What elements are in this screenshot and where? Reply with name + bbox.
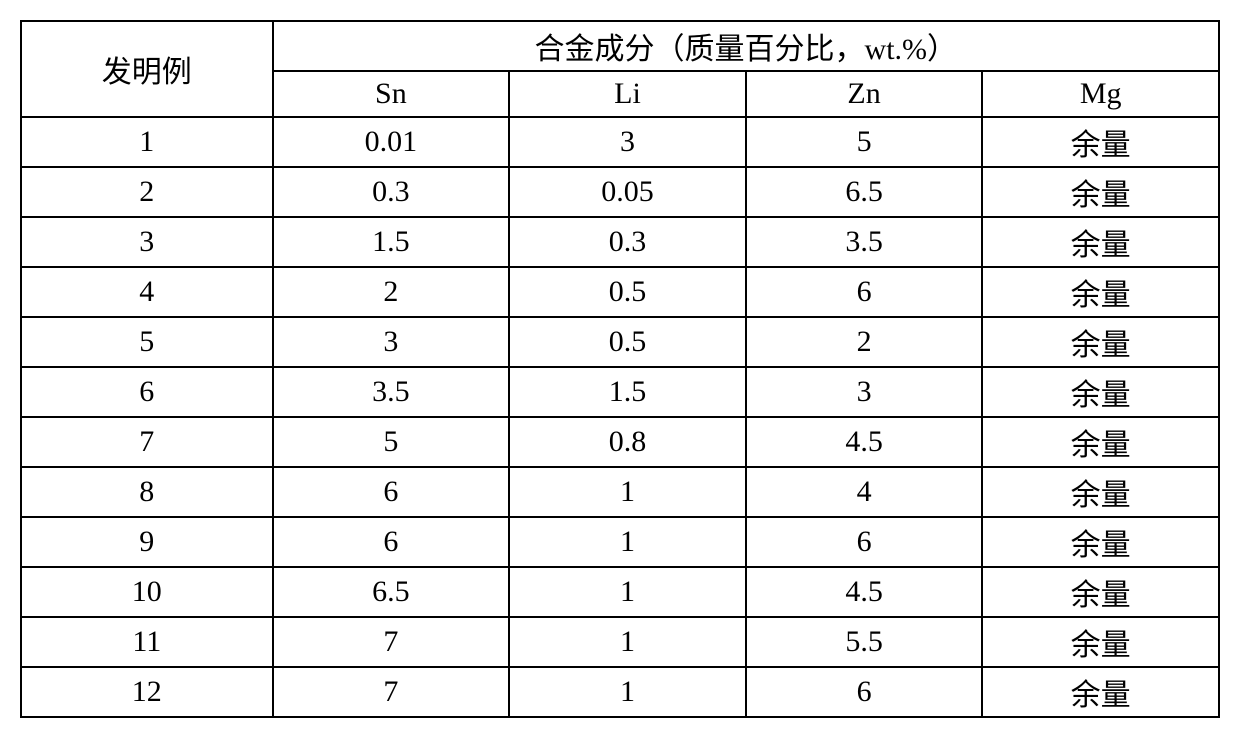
cell-li: 0.5 [509,317,746,367]
cell-sn: 6.5 [273,567,510,617]
cell-mg: 余量 [982,317,1219,367]
cell-zn: 6.5 [746,167,983,217]
cell-id: 8 [21,467,273,517]
table-row: 5 3 0.5 2 余量 [21,317,1219,367]
cell-id: 5 [21,317,273,367]
cell-sn: 0.3 [273,167,510,217]
cell-sn: 3 [273,317,510,367]
cell-id: 6 [21,367,273,417]
table-row: 8 6 1 4 余量 [21,467,1219,517]
table-row: 12 7 1 6 余量 [21,667,1219,717]
cell-sn: 0.01 [273,117,510,167]
cell-zn: 4.5 [746,567,983,617]
table-row: 7 5 0.8 4.5 余量 [21,417,1219,467]
cell-zn: 3 [746,367,983,417]
cell-sn: 7 [273,617,510,667]
cell-zn: 4 [746,467,983,517]
table-row: 2 0.3 0.05 6.5 余量 [21,167,1219,217]
cell-zn: 6 [746,267,983,317]
table-row: 11 7 1 5.5 余量 [21,617,1219,667]
cell-zn: 2 [746,317,983,367]
cell-id: 12 [21,667,273,717]
cell-sn: 6 [273,517,510,567]
cell-sn: 5 [273,417,510,467]
cell-sn: 6 [273,467,510,517]
cell-sn: 3.5 [273,367,510,417]
table-row: 9 6 1 6 余量 [21,517,1219,567]
cell-li: 0.3 [509,217,746,267]
cell-sn: 2 [273,267,510,317]
cell-zn: 5.5 [746,617,983,667]
header-col-sn: Sn [273,71,510,117]
cell-id: 11 [21,617,273,667]
cell-mg: 余量 [982,667,1219,717]
cell-li: 0.5 [509,267,746,317]
cell-li: 0.8 [509,417,746,467]
cell-zn: 3.5 [746,217,983,267]
cell-zn: 6 [746,517,983,567]
cell-sn: 7 [273,667,510,717]
cell-li: 1.5 [509,367,746,417]
table-row: 1 0.01 3 5 余量 [21,117,1219,167]
cell-li: 0.05 [509,167,746,217]
cell-mg: 余量 [982,567,1219,617]
cell-mg: 余量 [982,117,1219,167]
cell-sn: 1.5 [273,217,510,267]
alloy-composition-table: 发明例 合金成分（质量百分比，wt.%） Sn Li Zn Mg 1 0.01 … [20,20,1220,718]
header-col-li: Li [509,71,746,117]
cell-id: 2 [21,167,273,217]
cell-id: 4 [21,267,273,317]
cell-li: 1 [509,667,746,717]
cell-zn: 6 [746,667,983,717]
cell-mg: 余量 [982,167,1219,217]
cell-id: 9 [21,517,273,567]
cell-zn: 5 [746,117,983,167]
cell-id: 7 [21,417,273,467]
cell-mg: 余量 [982,217,1219,267]
table-header: 发明例 合金成分（质量百分比，wt.%） Sn Li Zn Mg [21,21,1219,117]
cell-id: 10 [21,567,273,617]
table-row: 3 1.5 0.3 3.5 余量 [21,217,1219,267]
cell-mg: 余量 [982,267,1219,317]
cell-li: 3 [509,117,746,167]
cell-li: 1 [509,517,746,567]
cell-li: 1 [509,567,746,617]
cell-mg: 余量 [982,617,1219,667]
table-row: 10 6.5 1 4.5 余量 [21,567,1219,617]
table-row: 6 3.5 1.5 3 余量 [21,367,1219,417]
header-col-zn: Zn [746,71,983,117]
header-group: 合金成分（质量百分比，wt.%） [273,21,1219,71]
cell-mg: 余量 [982,467,1219,517]
cell-id: 3 [21,217,273,267]
cell-mg: 余量 [982,417,1219,467]
cell-li: 1 [509,467,746,517]
header-row-label: 发明例 [21,21,273,117]
cell-mg: 余量 [982,367,1219,417]
header-col-mg: Mg [982,71,1219,117]
table-body: 1 0.01 3 5 余量 2 0.3 0.05 6.5 余量 3 1.5 0.… [21,117,1219,717]
table-row: 4 2 0.5 6 余量 [21,267,1219,317]
cell-li: 1 [509,617,746,667]
cell-id: 1 [21,117,273,167]
header-row-1: 发明例 合金成分（质量百分比，wt.%） [21,21,1219,71]
cell-zn: 4.5 [746,417,983,467]
cell-mg: 余量 [982,517,1219,567]
alloy-composition-table-container: 发明例 合金成分（质量百分比，wt.%） Sn Li Zn Mg 1 0.01 … [20,20,1220,718]
